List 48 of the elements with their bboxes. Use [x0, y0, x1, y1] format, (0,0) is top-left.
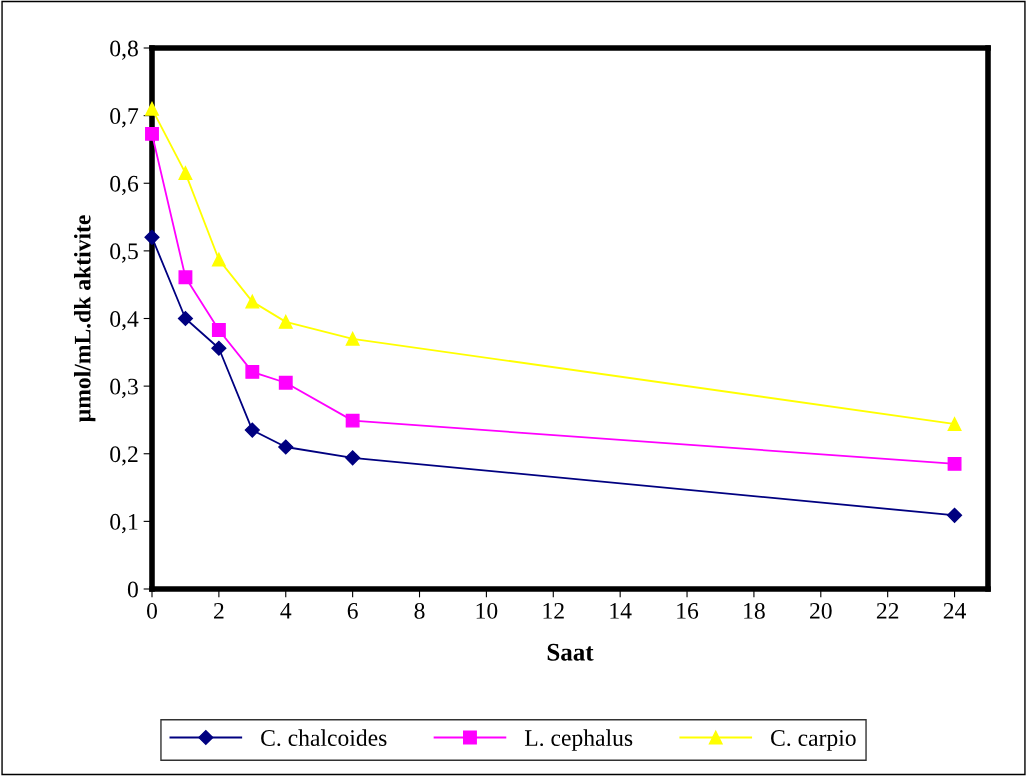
y-tick-label: 0,7 [110, 108, 139, 128]
x-tick-label: 2 [214, 602, 224, 619]
point [177, 310, 194, 327]
legend-label: L. cephalus [524, 729, 633, 751]
x-tick-label: 8 [414, 602, 425, 619]
point [145, 101, 159, 116]
legend-label: C. carpio [771, 730, 856, 751]
point [211, 252, 226, 267]
point [144, 229, 160, 245]
point [345, 331, 360, 346]
point [946, 507, 963, 523]
x-tick-label: 18 [744, 602, 765, 619]
point [178, 270, 193, 285]
point [278, 375, 293, 390]
x-tick-label: 0 [147, 602, 157, 619]
y-tick-label: 0,3 [110, 378, 138, 398]
x-tick-label: 16 [677, 602, 699, 619]
x-tick-label: 22 [876, 602, 899, 619]
x-tick-label: 12 [543, 602, 564, 619]
x-tick-label: 24 [943, 602, 966, 619]
point [145, 126, 159, 141]
y-tick-label: 0,2 [110, 446, 138, 466]
y-axis-title: µmol/mL.dk aktivite [73, 215, 96, 422]
x-tick-label: 4 [280, 603, 292, 619]
point [278, 314, 293, 329]
y-tick-label: 0,6 [110, 175, 139, 196]
legend-label: C. chalcoides [261, 729, 387, 747]
y-tick-label: 0 [127, 581, 138, 598]
x-tick-label: 14 [610, 602, 632, 619]
point [278, 439, 294, 455]
point [244, 422, 260, 438]
y-tick-label: 0,8 [110, 40, 138, 60]
x-tick-label: 6 [347, 602, 358, 619]
point [211, 340, 227, 356]
point [178, 166, 193, 181]
x-axis-title: Saat [547, 643, 594, 661]
y-tick-label: 0,5 [110, 243, 138, 263]
y-tick-label: 0,4 [110, 310, 139, 331]
point [245, 364, 260, 379]
point [345, 413, 360, 428]
x-tick-label: 20 [810, 602, 832, 619]
point [345, 450, 361, 466]
x-tick-label: 10 [476, 602, 498, 619]
point [245, 294, 260, 309]
point [947, 456, 962, 471]
point [211, 323, 226, 337]
y-tick-label: 0,1 [110, 513, 138, 534]
point [947, 417, 962, 431]
